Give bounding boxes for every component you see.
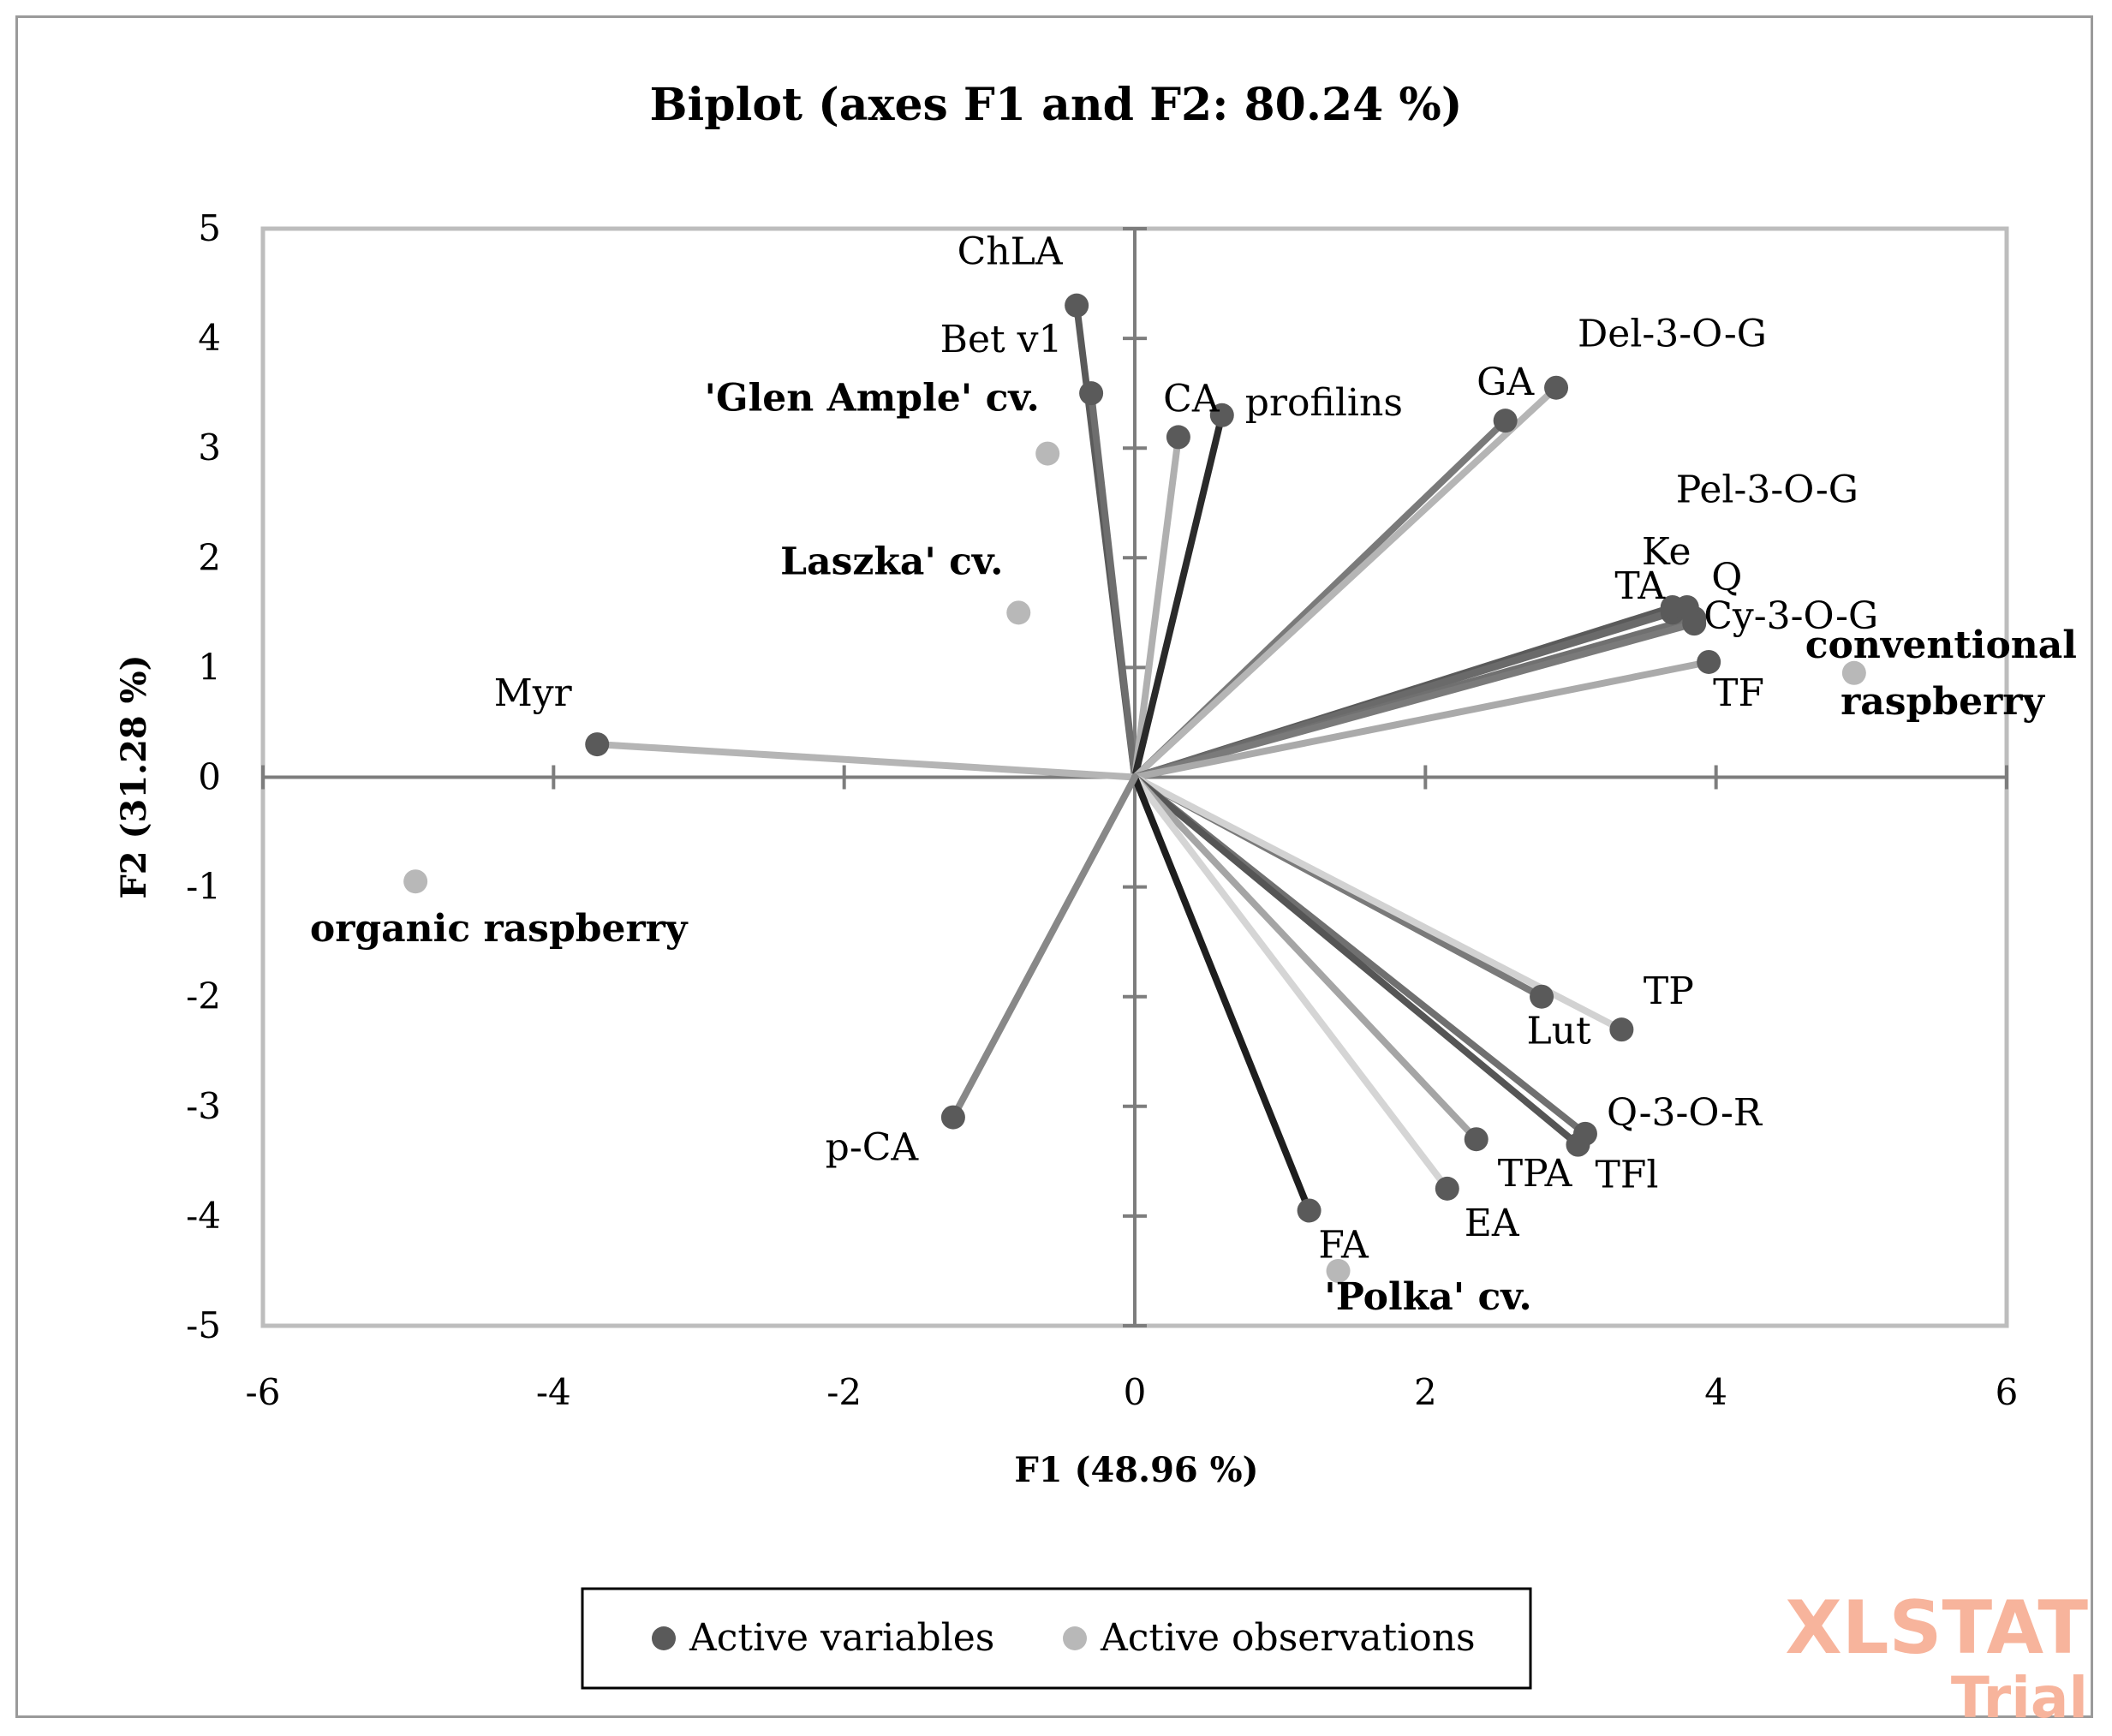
variable-label-chla: ChLA	[958, 230, 1064, 274]
variable-label-myr: Myr	[494, 671, 573, 715]
variable-point-lut	[1530, 984, 1554, 1009]
vector-tpa	[1131, 773, 1480, 1143]
y-tick-label: -3	[186, 1085, 221, 1127]
y-tick-label: -1	[186, 866, 221, 908]
observation-point-polka-cv	[1326, 1258, 1351, 1283]
y-tick-label: -5	[186, 1304, 221, 1346]
y-tick-label: 2	[198, 536, 221, 578]
variable-point-tf	[1697, 649, 1721, 674]
variable-point-tp	[1609, 1017, 1634, 1042]
variable-label-tpa: TPA	[1498, 1152, 1573, 1196]
variable-point-ea	[1435, 1176, 1459, 1201]
y-tick-label: -4	[186, 1195, 221, 1237]
point-labels: ChLA Bet v1 CA profilins GA Del-3-O-G Pel-3-O-…	[310, 230, 2077, 1319]
x-tick-label: 2	[1414, 1371, 1437, 1413]
y-tick-label: -2	[186, 975, 221, 1017]
observation-point-organic-raspberry	[403, 869, 428, 894]
y-tick-label: 0	[198, 756, 221, 798]
axes-layer: -5 -4 -3 -2 -1 0 1 2 3 4 5 -6 -4 -2 0 2 4 6	[186, 207, 2018, 1413]
variable-point-fa	[1297, 1198, 1321, 1223]
x-tick-label: 4	[1704, 1371, 1727, 1413]
watermark-trial: Trial	[1951, 1665, 2088, 1731]
variable-label-del-3-o-g: Del-3-O-G	[1578, 313, 1767, 356]
variable-label-tp: TP	[1644, 969, 1694, 1013]
observation-label-polka-cv: 'Polka' cv.	[1324, 1275, 1531, 1319]
y-tick-label: 3	[198, 427, 221, 468]
variable-label-ke: Ke	[1642, 530, 1691, 574]
vector-myr	[594, 741, 1138, 781]
variable-point-p-ca	[940, 1105, 965, 1130]
variable-label-lut: Lut	[1526, 1010, 1591, 1053]
variable-label-ta: TA	[1614, 564, 1666, 608]
y-axis-title: F2 (31.28 %)	[114, 654, 154, 898]
vector-tf	[1131, 658, 1713, 781]
variable-point-ca	[1166, 425, 1190, 450]
legend: Active variables Active observations	[581, 1587, 1532, 1690]
vector-p-ca	[949, 773, 1138, 1121]
variable-label-profilins: profilins	[1245, 381, 1403, 425]
legend-label-active-observations: Active observations	[1100, 1616, 1476, 1660]
x-tick-label: -4	[536, 1371, 571, 1413]
x-tick-label: -6	[246, 1371, 281, 1413]
variable-label-q: Q	[1711, 556, 1742, 600]
variable-label-tf: TF	[1713, 671, 1764, 715]
variable-point-cy-3-o-g	[1682, 611, 1707, 636]
vector-cy-3-o-g	[1131, 620, 1698, 781]
variable-point-profilins	[1209, 403, 1234, 427]
variable-label-ea: EA	[1465, 1202, 1520, 1245]
variable-vectors	[594, 301, 1713, 1214]
x-axis-title: F1 (48.96 %)	[1014, 1450, 1258, 1490]
variable-label-fa: FA	[1318, 1223, 1369, 1267]
vector-tfl	[1131, 773, 1582, 1148]
variable-label-cy-3-o-g: Cy-3-O-G	[1703, 594, 1878, 638]
variable-point-del-3-o-g	[1544, 375, 1569, 400]
watermark-xlstat: XLSTAT	[1785, 1585, 2088, 1671]
y-tick-label: 5	[198, 207, 221, 249]
variable-label-tfl: TFl	[1595, 1154, 1658, 1197]
legend-marker-active-variables	[652, 1626, 676, 1650]
variable-label-ca: CA	[1163, 377, 1220, 421]
variable-label-ga: GA	[1477, 361, 1535, 404]
vector-del-3-o-g	[1131, 384, 1560, 781]
vector-ea	[1131, 773, 1451, 1192]
y-tick-label: 4	[198, 317, 221, 359]
vector-ca	[1131, 433, 1182, 781]
x-tick-label: 0	[1124, 1371, 1147, 1413]
observation-point-laszka-cv	[1006, 600, 1031, 625]
y-tick-label: 1	[198, 646, 221, 688]
observation-point-glen-ample-cv	[1035, 441, 1060, 466]
points-layer	[403, 293, 1866, 1283]
variable-point-tfl	[1566, 1132, 1590, 1157]
vector-profilins	[1131, 411, 1226, 781]
chart-title: Biplot (axes F1 and F2: 80.24 %)	[650, 79, 1463, 131]
observation-point-conventional-raspberry	[1841, 660, 1866, 685]
observation-label-organic-raspberry: organic raspberry	[310, 907, 689, 951]
variable-point-chla	[1065, 293, 1089, 318]
variable-point-ga	[1493, 409, 1518, 433]
observation-label-glen-ample-cv: 'Glen Ample' cv.	[705, 377, 1040, 421]
observation-label-conventional-raspberry: conventional raspberry	[1805, 623, 2077, 724]
variable-label-q-3-o-r: Q-3-O-R	[1607, 1091, 1763, 1135]
x-tick-label: -2	[826, 1371, 862, 1413]
x-tick-label: 6	[1996, 1371, 2019, 1413]
legend-label-active-variables: Active variables	[689, 1616, 994, 1660]
vector-fa	[1131, 773, 1313, 1214]
vector-bet-v1	[1088, 390, 1138, 781]
legend-marker-active-observations	[1063, 1626, 1087, 1650]
variable-label-pel-3-o-g: Pel-3-O-G	[1676, 468, 1858, 511]
xlstat-trial-watermark: XLSTAT Trial	[1785, 1585, 2088, 1731]
variable-label-bet-v1: Bet v1	[940, 318, 1063, 361]
legend-box	[581, 1587, 1532, 1690]
variable-point-myr	[585, 732, 610, 757]
variable-label-p-ca: p-CA	[826, 1126, 920, 1170]
variable-point-tpa	[1464, 1127, 1489, 1152]
variable-point-bet-v1	[1079, 381, 1104, 406]
observation-label-laszka-cv: Laszka' cv.	[780, 540, 1003, 583]
